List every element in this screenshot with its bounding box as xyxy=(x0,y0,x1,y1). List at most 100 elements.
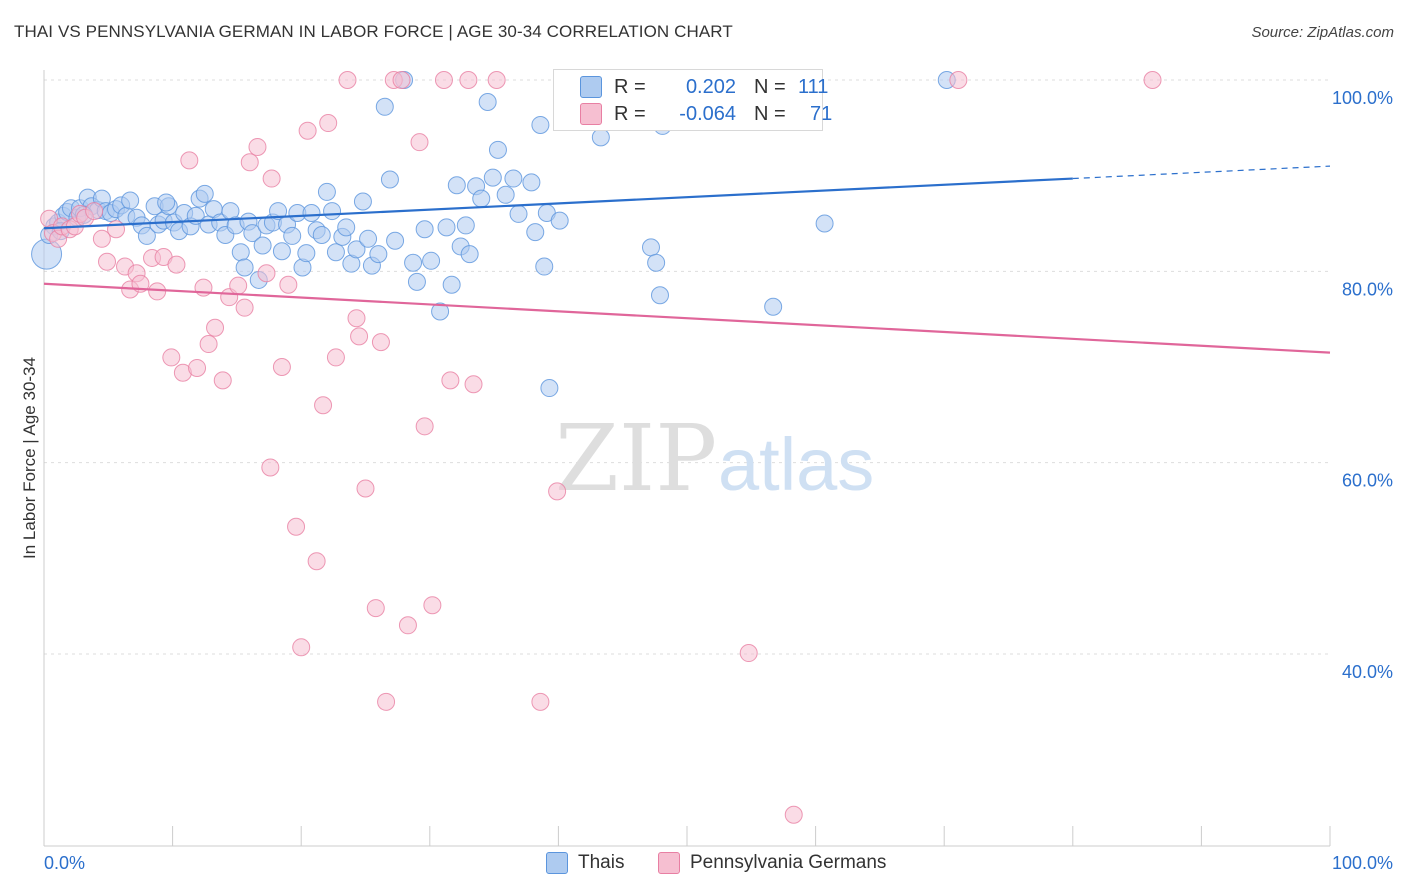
thais-point xyxy=(404,253,423,272)
pennsylvania-germans-point xyxy=(162,348,181,367)
y-axis-title: In Labor Force | Age 30-34 xyxy=(20,357,39,559)
legend-n-label: N = xyxy=(754,102,786,125)
pennsylvania-germans-point xyxy=(229,276,248,295)
thais-point xyxy=(312,225,331,244)
pennsylvania-germans-point xyxy=(188,358,207,377)
thais-point xyxy=(121,191,140,210)
thais-point xyxy=(157,193,176,212)
legend-n-label: N = xyxy=(754,75,786,98)
thais-point xyxy=(337,218,356,237)
thais-point xyxy=(472,189,491,208)
thais-point xyxy=(297,244,316,263)
pennsylvania-germans-point xyxy=(314,396,333,415)
tick-labels: 100.0% 80.0% 60.0% 40.0% 0.0% 100.0% In Labor … xyxy=(20,88,1393,873)
pennsylvania-germans-point xyxy=(949,71,968,89)
bottom-legend-swatch-thais xyxy=(546,852,568,874)
thais-point xyxy=(375,97,394,116)
pennsylvania-germans-point xyxy=(392,71,411,89)
legend-swatch-pennsylvania-germans xyxy=(580,103,602,125)
thais-point xyxy=(317,182,336,201)
thais-point xyxy=(347,240,366,259)
thais-point xyxy=(650,286,669,305)
watermark: ZIP atlas xyxy=(555,405,874,512)
thais-point xyxy=(815,214,834,233)
thais-point xyxy=(407,272,426,291)
pennsylvania-germans-point xyxy=(298,121,317,140)
pennsylvania-germans-point xyxy=(248,137,267,156)
pennsylvania-germans-point xyxy=(356,479,375,498)
pennsylvania-germans-point xyxy=(240,153,259,172)
thais-point xyxy=(478,93,497,112)
legend-r-value: 0.202 xyxy=(685,75,736,98)
thais-point xyxy=(137,226,156,245)
thais-point xyxy=(283,226,302,245)
pennsylvania-germans-point xyxy=(107,220,126,239)
thais-point xyxy=(535,257,554,276)
pennsylvania-germans-point xyxy=(338,71,357,89)
pennsylvania-germans-point xyxy=(206,318,225,337)
thais-point xyxy=(641,238,660,257)
pennsylvania-germans-point xyxy=(257,264,276,283)
watermark-zip: ZIP xyxy=(555,405,717,512)
grid-lines xyxy=(44,79,1330,655)
thais-point xyxy=(488,140,507,159)
thais-point xyxy=(369,245,388,264)
pennsylvania-germans-point xyxy=(235,298,254,317)
bottom-legend-swatch-pennsylvania-germans xyxy=(658,852,680,874)
pennsylvania-germans-point xyxy=(98,252,117,271)
pennsylvania-germans-point xyxy=(784,805,803,824)
thais-point xyxy=(504,169,523,188)
watermark-atlas: atlas xyxy=(718,423,874,506)
source-credit: Source: ZipAtlas.com xyxy=(1251,24,1394,41)
thais-point xyxy=(540,379,559,398)
thais-point xyxy=(496,185,515,204)
pennsylvania-germans-point xyxy=(85,202,104,221)
bottom-legend-label-thais: Thais xyxy=(578,852,625,873)
pennsylvania-germans-trend-line xyxy=(43,282,1331,354)
pennsylvania-germans-point xyxy=(319,114,338,133)
pennsylvania-germans-point xyxy=(739,644,758,663)
trend-lines xyxy=(43,165,1331,354)
legend-row-thais: R = 0.202 N = 111 xyxy=(554,74,828,100)
thais-point xyxy=(591,128,610,147)
thais-point xyxy=(460,245,479,264)
pennsylvania-germans-point xyxy=(548,482,567,501)
axes xyxy=(43,70,1331,847)
legend-row-pennsylvania-germans: R = -0.064 N = 71 xyxy=(554,101,832,127)
thais-point xyxy=(302,203,321,222)
pennsylvania-germans-point xyxy=(262,169,281,188)
thais-point xyxy=(431,302,450,321)
thais-point xyxy=(386,231,405,250)
correlation-legend: R = 0.202 N = 111 R = -0.064 N = 71 xyxy=(553,69,832,131)
thais-point xyxy=(447,176,466,195)
thais-point xyxy=(323,202,342,221)
thais-point xyxy=(437,218,456,237)
thais-point xyxy=(195,184,214,203)
pennsylvania-germans-point xyxy=(199,335,218,354)
thais-point xyxy=(442,275,461,294)
pennsylvania-germans-point xyxy=(292,638,311,657)
pennsylvania-germans-point xyxy=(371,333,390,352)
y-tick-label: 40.0% xyxy=(1342,662,1393,682)
legend-n-value: 111 xyxy=(798,75,829,98)
thais-point xyxy=(509,204,528,223)
thais-point xyxy=(269,202,288,221)
pennsylvania-germans-point xyxy=(307,552,326,571)
thais-point xyxy=(380,170,399,189)
x-tick-label: 100.0% xyxy=(1332,853,1393,873)
thais-point xyxy=(422,251,441,270)
pennsylvania-germans-point xyxy=(487,71,506,89)
legend-r-label: R = xyxy=(614,102,646,125)
pennsylvania-germans-point xyxy=(459,71,478,89)
thais-point xyxy=(647,253,666,272)
thais-trend-line xyxy=(43,177,1073,230)
thais-point xyxy=(415,220,434,239)
bottom-legend-label-pennsylvania-germans: Pennsylvania Germans xyxy=(690,852,887,873)
thais-point xyxy=(359,229,378,248)
pennsylvania-germans-point xyxy=(92,229,111,248)
pennsylvania-germans-point xyxy=(347,309,366,328)
thais-point xyxy=(231,243,250,262)
pennsylvania-germans-point xyxy=(410,133,429,152)
pennsylvania-germans-point xyxy=(423,596,442,615)
